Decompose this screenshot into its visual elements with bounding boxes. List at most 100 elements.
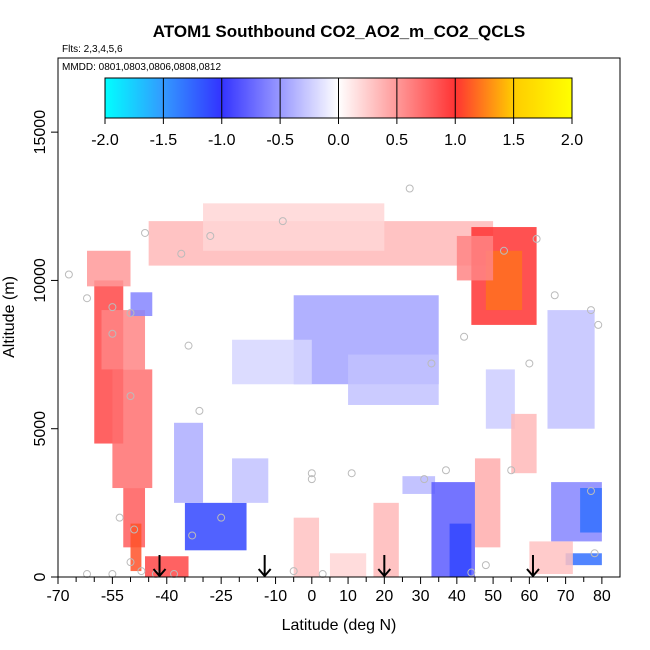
x-tick-label: -40	[155, 588, 178, 605]
sample-point	[126, 309, 135, 318]
x-tick-label: 0	[307, 588, 316, 605]
x-tick-label: -55	[101, 588, 124, 605]
y-tick-label: 5000	[32, 411, 49, 447]
chart-title: ATOM1 Southbound CO2_AO2_m_CO2_QCLS	[153, 22, 525, 41]
y-axis: 0 5000 10000 15000	[32, 110, 58, 581]
sample-point	[507, 466, 516, 475]
field-cell	[348, 354, 439, 405]
field-cell	[565, 553, 602, 566]
field-cell	[130, 523, 142, 572]
sample-point	[405, 184, 414, 193]
sample-point	[532, 234, 541, 243]
arrow-marker	[526, 555, 540, 578]
field-cell	[112, 369, 153, 489]
field-cell	[373, 502, 399, 577]
sample-point	[177, 249, 186, 258]
plot-frame	[57, 57, 621, 578]
colorbar-tick-label: 0.0	[327, 132, 349, 149]
sample-point	[83, 294, 92, 303]
y-tick-label: 10000	[32, 258, 49, 303]
sample-point	[184, 341, 193, 350]
field-cell	[485, 369, 515, 429]
field-cell	[174, 422, 204, 503]
arrow-marker	[257, 555, 272, 578]
colorbar-tick-label: 1.0	[444, 132, 466, 149]
field-layer	[87, 203, 602, 577]
sample-point	[307, 469, 316, 478]
dates-label: MMDD: 0801,0803,0806,0808,0812	[62, 62, 221, 73]
sample-point	[420, 475, 429, 484]
field-cell	[580, 488, 602, 533]
sample-point	[525, 359, 534, 368]
field-cell	[87, 250, 131, 287]
colorbar: -2.0 -1.5 -1.0 -0.5 0.0 0.5 1.0 1.5 2.0	[91, 77, 583, 149]
y-axis-label: Altitude (m)	[1, 276, 18, 358]
field-cell	[474, 458, 501, 548]
sample-point	[427, 359, 436, 368]
colorbar-tick-label: -2.0	[91, 132, 119, 149]
field-cell	[329, 553, 367, 577]
sample-point	[550, 291, 559, 300]
sample-point	[83, 570, 92, 579]
sample-point	[499, 246, 508, 255]
sample-point	[347, 469, 356, 478]
x-tick-label: 40	[448, 588, 466, 605]
arrow-marker	[152, 555, 167, 578]
sample-point	[460, 332, 469, 341]
sample-point	[206, 231, 215, 240]
sample-point	[108, 303, 117, 312]
sample-point	[141, 228, 150, 237]
colorbar-tick-label: 1.5	[503, 132, 525, 149]
sample-point	[126, 558, 135, 567]
sample-point	[130, 525, 139, 534]
sample-point	[318, 570, 327, 579]
sample-point	[126, 392, 135, 401]
sample-point	[441, 466, 450, 475]
sample-point	[467, 568, 476, 577]
sample-point	[170, 570, 179, 579]
colorbar-tick-label: -1.0	[208, 132, 236, 149]
field-cell	[293, 517, 320, 577]
field-cell	[184, 502, 247, 551]
x-tick-label: 50	[484, 588, 502, 605]
x-tick-label: 10	[339, 588, 357, 605]
field-cell	[101, 310, 146, 370]
field-cell	[130, 292, 153, 317]
colorbar-tick-label: 2.0	[561, 132, 583, 149]
field-cell	[449, 523, 472, 577]
sample-point	[289, 567, 298, 576]
colorbar-tick-label: -1.5	[150, 132, 178, 149]
sample-point	[590, 549, 599, 558]
field-cell	[203, 203, 385, 251]
field-cell	[529, 541, 573, 575]
y-tick-label: 15000	[32, 110, 49, 155]
x-tick-label: 20	[375, 588, 393, 605]
field-cell	[547, 310, 595, 429]
sample-point	[586, 306, 595, 315]
sample-point	[108, 570, 117, 579]
x-axis-label: Latitude (deg N)	[282, 617, 397, 634]
x-axis: -70 -55 -40 -25 -10 0 10 20 30 40 50 60 70 80	[46, 577, 611, 605]
sample-point	[64, 270, 73, 279]
x-tick-label: -10	[264, 588, 287, 605]
field-cell	[402, 476, 436, 494]
colorbar-tick-label: -0.5	[266, 132, 294, 149]
sample-point	[108, 329, 117, 338]
sample-point	[188, 531, 197, 540]
sample-point	[195, 406, 204, 415]
x-tick-label: -25	[210, 588, 233, 605]
field-cell	[232, 458, 269, 503]
sample-point	[115, 513, 124, 522]
y-tick-label: 0	[32, 572, 49, 581]
x-tick-label: 60	[520, 588, 538, 605]
sample-point	[217, 513, 226, 522]
x-tick-label: 70	[557, 588, 575, 605]
field-cell	[145, 556, 189, 577]
arrows-layer	[152, 555, 540, 578]
sample-point	[481, 561, 490, 570]
field-cell	[232, 339, 312, 385]
sample-point	[278, 217, 287, 226]
field-cell	[511, 413, 537, 474]
x-tick-label: 80	[593, 588, 611, 605]
